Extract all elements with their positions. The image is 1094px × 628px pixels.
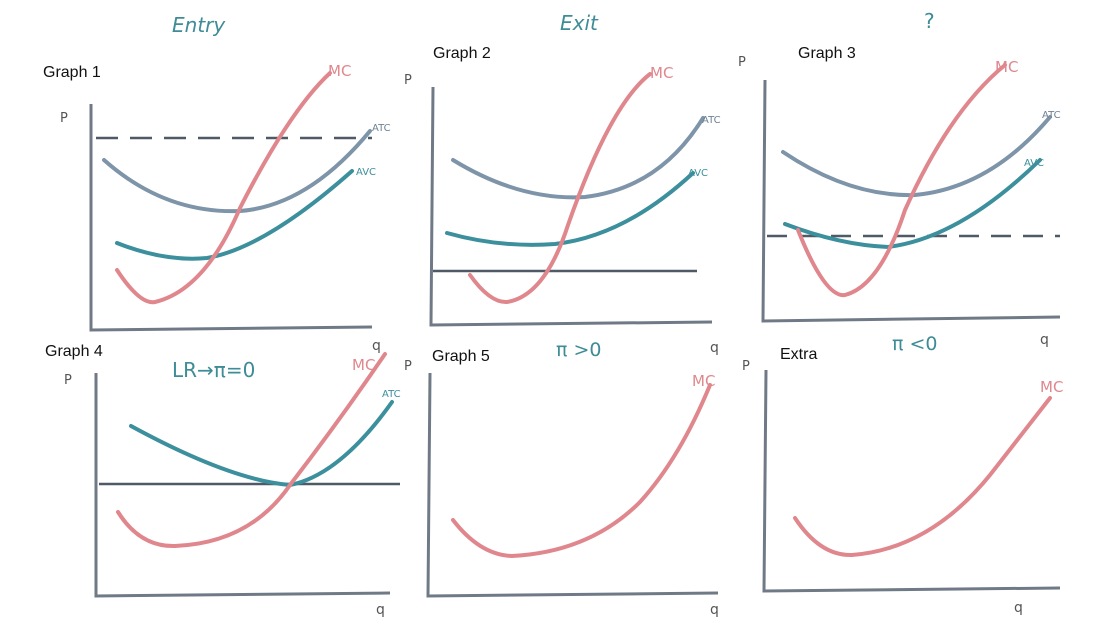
graph-2-axes (429, 86, 713, 327)
graph-1-atc-label: ATC (372, 123, 391, 134)
graph-2-avc-label: AVC (688, 168, 708, 179)
graph-3-axes (761, 79, 1061, 323)
graph-3-title: Graph 3 (798, 45, 856, 62)
graph-5: Graph 5 P q MC (404, 348, 719, 618)
graph-4-y-axis-label: P (64, 373, 72, 388)
graph-2-x-axis-label: q (710, 340, 719, 356)
graph-3-mc-curve (796, 63, 1007, 298)
graph-extra-mc-label: MC (1040, 378, 1063, 396)
graph-4-atc-curve (129, 400, 394, 488)
graph-5-x-axis-label: q (710, 602, 719, 618)
graph-3-y-axis-label: P (738, 55, 746, 70)
graph-2: Graph 2 P q MC ATC AVC (404, 45, 721, 356)
graph-5-mc-label: MC (692, 372, 715, 390)
graph-1-title: Graph 1 (43, 64, 101, 81)
graph-3-x-axis-label: q (1040, 332, 1049, 348)
graph-extra-title: Extra (780, 346, 817, 363)
graph-3-mc-label: MC (995, 58, 1018, 76)
graph-3-avc-curve (783, 158, 1042, 250)
graph-1-mc-curve (115, 71, 332, 305)
heading-lr-zero-profit: LR→π=0 (172, 358, 255, 382)
graph-4: Graph 4 P q MC ATC (45, 343, 401, 618)
graph-1-mc-label: MC (328, 62, 351, 80)
graph-4-title: Graph 4 (45, 343, 103, 360)
graph-1-atc-curve (102, 129, 372, 214)
graph-3-avc-label: AVC (1024, 158, 1044, 169)
graph-1-axes (89, 104, 373, 332)
heading-negative-profit: π <0 (892, 333, 938, 355)
graph-2-title: Graph 2 (433, 45, 491, 62)
heading-entry: Entry (172, 13, 226, 37)
graph-extra: Extra P q MC (742, 346, 1063, 616)
graph-2-atc-curve (451, 116, 705, 200)
graph-1-avc-label: AVC (356, 167, 376, 178)
graph-5-y-axis-label: P (404, 359, 412, 374)
graph-2-mc-curve (468, 72, 652, 304)
graph-3-atc-curve (781, 115, 1052, 198)
graph-extra-mc-curve (793, 396, 1052, 558)
graph-5-axes (426, 372, 719, 598)
heading-positive-profit: π >0 (556, 339, 602, 361)
graph-4-atc-label: ATC (382, 389, 401, 400)
graph-4-axes (94, 373, 391, 598)
graph-4-mc-label: MC (352, 356, 375, 374)
graph-extra-y-axis-label: P (742, 359, 750, 374)
graph-2-y-axis-label: P (404, 73, 412, 88)
graph-2-avc-curve (445, 171, 695, 247)
graph-2-atc-label: ATC (702, 115, 721, 126)
graph-5-title: Graph 5 (432, 348, 490, 365)
graph-3-atc-label: ATC (1042, 110, 1061, 121)
graph-1: Graph 1 P q MC ATC AVC (43, 62, 391, 354)
graph-extra-x-axis-label: q (1014, 600, 1023, 616)
graph-1-x-axis-label: q (372, 338, 381, 354)
graph-extra-axes (762, 369, 1061, 593)
graph-5-mc-curve (451, 383, 712, 559)
graph-4-x-axis-label: q (376, 602, 385, 618)
graph-3: Graph 3 P q MC ATC AVC (738, 45, 1061, 348)
graph-2-mc-label: MC (650, 64, 673, 82)
heading-question: ? (924, 9, 935, 33)
graph-1-y-axis-label: P (60, 111, 68, 126)
heading-exit: Exit (560, 11, 599, 35)
graph-4-mc-curve (116, 352, 387, 549)
